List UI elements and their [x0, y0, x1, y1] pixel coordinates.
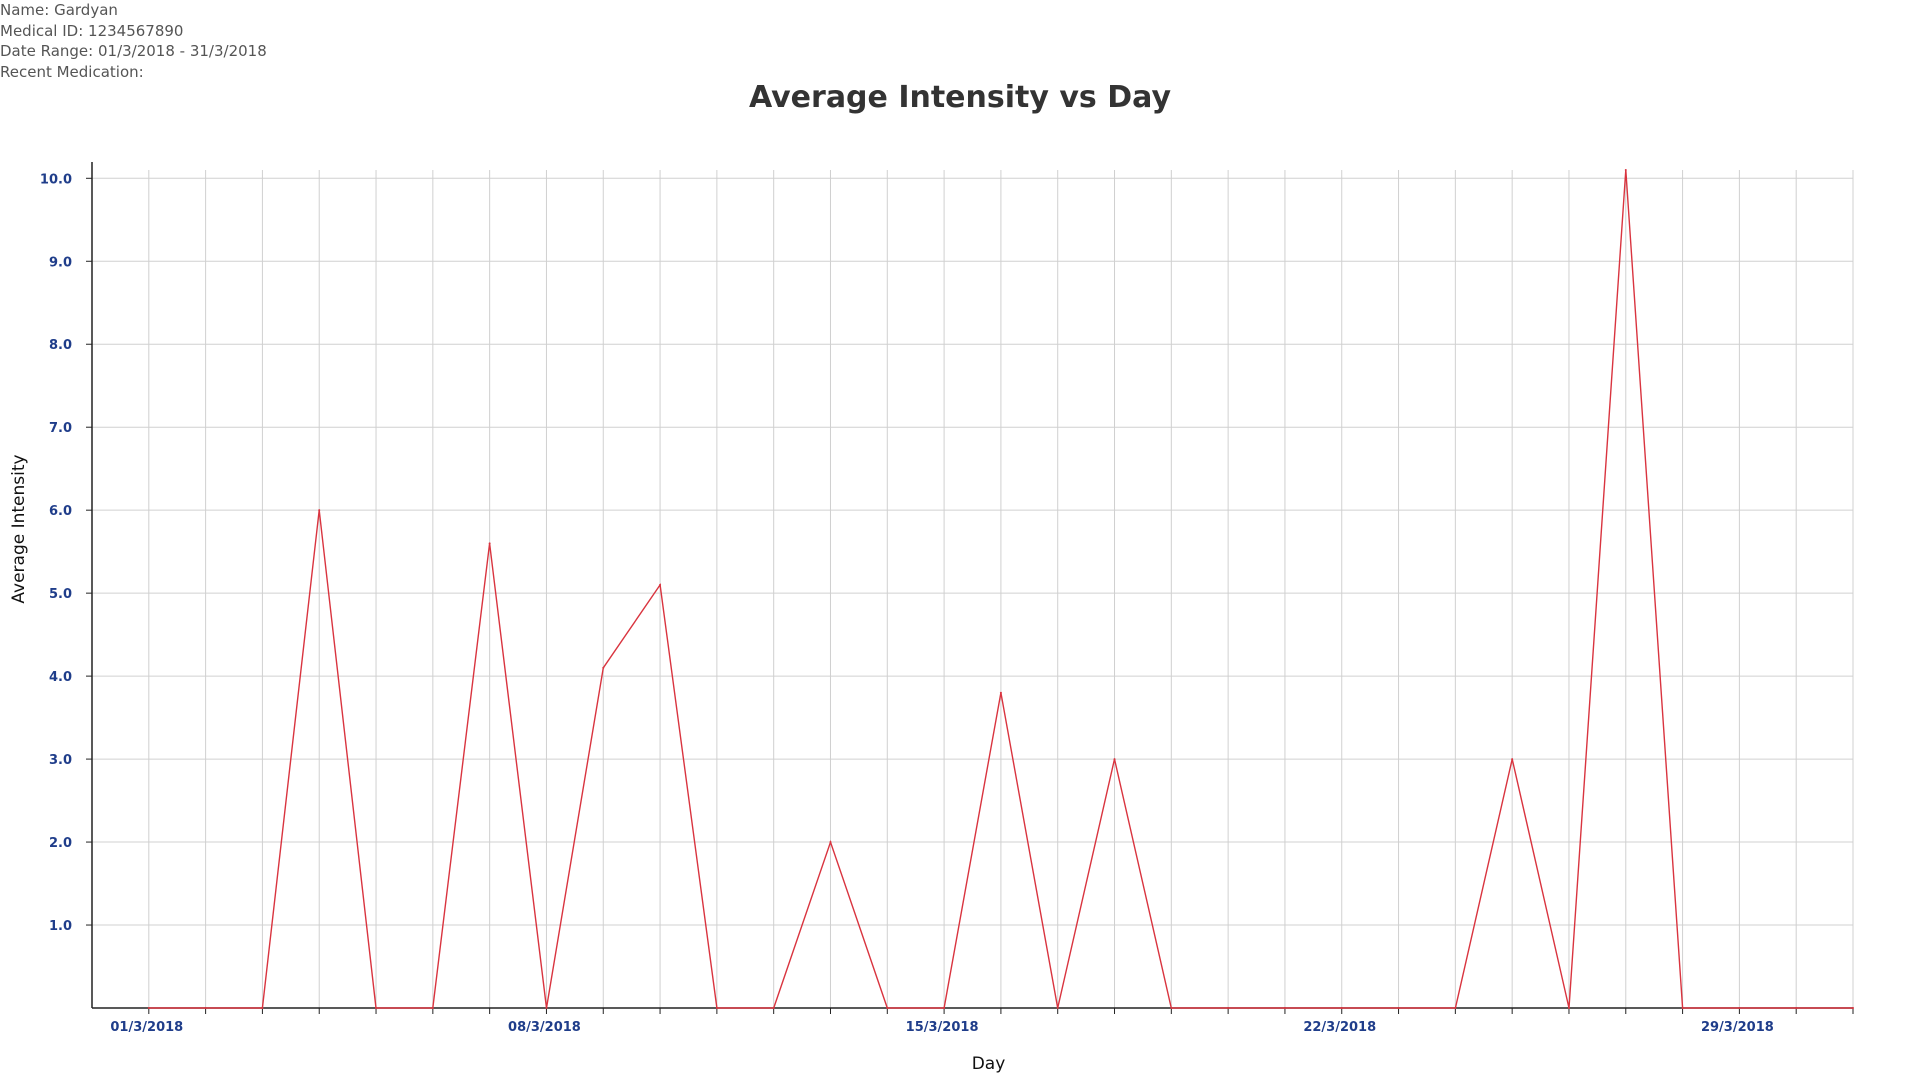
data-point [1795, 1007, 1798, 1009]
data-point [1227, 1007, 1230, 1009]
data-point [886, 1007, 889, 1009]
data-point [715, 1007, 718, 1009]
data-point [375, 1007, 378, 1009]
data-point [1511, 758, 1514, 761]
y-axis-label: Average Intensity [9, 454, 29, 603]
data-point [1397, 1007, 1400, 1009]
data-point [772, 1007, 775, 1009]
data-point [1852, 1007, 1854, 1009]
data-point [829, 841, 832, 844]
x-tick-label: 29/3/2018 [1701, 1020, 1774, 1035]
recent-medication: Recent Medication: [0, 62, 144, 81]
data-point [999, 691, 1002, 694]
date-range: Date Range: 01/3/2018 - 31/3/2018 [0, 42, 267, 60]
grid [92, 170, 1854, 1008]
chart-title: Average Intensity vs Day [748, 80, 1172, 115]
x-tick-label: 22/3/2018 [1303, 1020, 1376, 1035]
data-point [1170, 1007, 1173, 1009]
data-point [1454, 1007, 1457, 1009]
patient-info: Name: Gardyan Medical ID: 1234567890 Dat… [0, 0, 267, 82]
data-point [659, 583, 662, 586]
data-point [1681, 1007, 1684, 1009]
y-tick-label: 7.0 [49, 421, 72, 436]
y-tick-label: 10.0 [40, 172, 72, 187]
data-point [1056, 1007, 1059, 1009]
axes [86, 162, 1854, 1014]
data-point [1283, 1007, 1286, 1009]
y-tick-label: 9.0 [49, 255, 72, 270]
y-tick-label: 2.0 [49, 836, 72, 851]
x-tick-label: 08/3/2018 [508, 1020, 581, 1035]
y-tick-label: 6.0 [49, 504, 72, 519]
y-tick-label: 8.0 [49, 338, 72, 353]
data-point [261, 1007, 264, 1009]
y-tick-label: 1.0 [49, 919, 72, 934]
data-point [204, 1007, 207, 1009]
tick-labels: 1.0 2.0 3.0 4.0 5.0 6.0 7.0 8.0 9.0 10.0 01/3/2018… [40, 172, 1774, 1035]
data-point [1624, 169, 1627, 171]
data-point [1340, 1007, 1343, 1009]
y-tick-label: 5.0 [49, 587, 72, 602]
x-axis-label: Day [972, 1054, 1006, 1074]
data-point [602, 666, 605, 669]
data-point [431, 1007, 434, 1009]
medical-id: Medical ID: 1234567890 [0, 21, 184, 40]
data-point [318, 509, 321, 512]
data-point [943, 1007, 946, 1009]
data-point [1567, 1007, 1570, 1009]
data-point [147, 1007, 150, 1009]
x-tick-label: 01/3/2018 [110, 1020, 183, 1035]
series [147, 169, 1854, 1009]
data-point [545, 1007, 548, 1009]
y-tick-label: 3.0 [49, 753, 72, 768]
x-tick-label: 15/3/2018 [906, 1020, 979, 1035]
patient-name: Name: Gardyan [0, 1, 118, 19]
y-tick-label: 4.0 [49, 670, 72, 685]
data-point [488, 542, 491, 545]
data-point [1738, 1007, 1741, 1009]
data-point [1113, 758, 1116, 761]
